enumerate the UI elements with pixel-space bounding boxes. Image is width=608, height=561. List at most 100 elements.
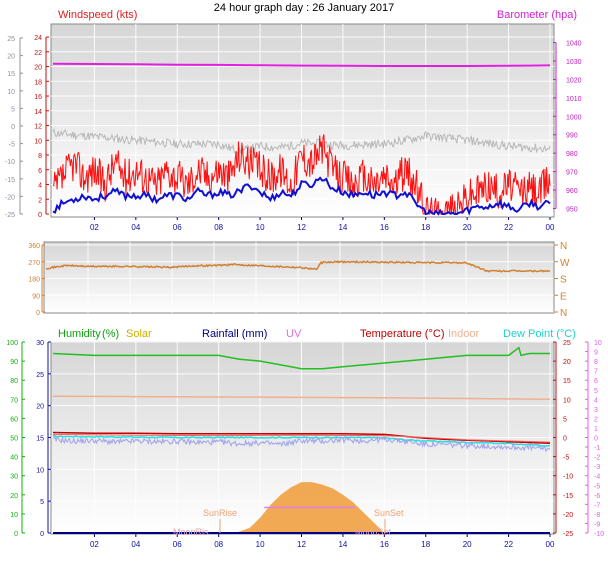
humidity-tick-label: 70 [10, 397, 18, 404]
weather-x-tick-label: 14 [338, 540, 347, 549]
wind-right-tick-label: 950 [566, 206, 578, 213]
uv-tick-label: -2 [594, 455, 600, 462]
temperature-tick-label: -20 [563, 512, 573, 519]
rainfall-tick-label: 5 [40, 499, 44, 506]
legend-dew-point: Dew Point (°C) [503, 328, 576, 340]
wind-outer-tick-label: -15 [5, 177, 15, 184]
uv-tick-label: 3 [594, 407, 598, 414]
weather-x-tick-label: 18 [421, 540, 430, 549]
wind-outer-axis: -25 -20 -15 -10 -5 0 5 10 15 20 25 [5, 36, 23, 219]
rainfall-tick-label: 15 [36, 436, 44, 443]
direction-left-axis: 0 90 180 270 360 [28, 243, 45, 317]
moonset-label: MoonSet [355, 527, 392, 537]
uv-tick-label: -6 [594, 493, 600, 500]
wind-right-axis: 950 960 970 980 990 1000 1010 1020 1030 1040 [553, 41, 582, 213]
rainfall-tick-label: 25 [36, 372, 44, 379]
uv-tick-label: 8 [594, 359, 598, 366]
blue-trace-line [52, 435, 551, 453]
wind-outer-tick-label: -5 [9, 142, 15, 149]
sunset-label: SunSet [374, 508, 404, 518]
uv-tick-label: -8 [594, 512, 600, 519]
wind-outer-tick-label: 20 [7, 54, 15, 61]
wind-right-tick-label: 970 [566, 170, 578, 177]
weather-legend: Humidity (%) Solar Rainfall (mm) UV Temp… [58, 328, 576, 340]
temperature-tick-label: 20 [563, 359, 571, 366]
wind-series [52, 62, 551, 216]
uv-tick-label: -10 [594, 531, 604, 538]
uv-tick-label: 10 [594, 340, 602, 347]
wind-x-tick-label: 18 [421, 223, 430, 232]
wind-left-tick-label: 10 [34, 138, 42, 145]
wind-left-tick-label: 20 [34, 65, 42, 72]
wind-right-tick-label: 960 [566, 188, 578, 195]
uv-tick-label: 7 [594, 369, 598, 376]
weather-x-tick-label: 06 [173, 540, 182, 549]
temperature-tick-label: -25 [563, 531, 573, 538]
wind-x-tick-label: 22 [504, 223, 513, 232]
direction-right-tick-label: N [560, 308, 567, 319]
wind-right-tick-label: 1040 [566, 41, 582, 48]
barometer-line [52, 62, 551, 67]
temperature-tick-label: -15 [563, 493, 573, 500]
wind-right-tick-label: 980 [566, 151, 578, 158]
direction-left-tick-label: 270 [28, 260, 40, 267]
wind-outer-tick-label: 0 [11, 124, 15, 131]
gray-trace-line [52, 127, 551, 157]
temperature-axis: -25 -20 -15 -10 -5 0 5 10 15 20 25 [553, 340, 573, 538]
temperature-line [52, 431, 551, 444]
legend-humidity: Humidity [58, 328, 101, 340]
temperature-tick-label: 15 [563, 378, 571, 385]
legend-humidity-unit: (%) [102, 328, 119, 340]
uv-tick-label: -9 [594, 521, 600, 528]
wind-x-tick-label: 04 [131, 223, 140, 232]
wind-outer-tick-label: 15 [7, 71, 15, 78]
wind-right-tick-label: 990 [566, 133, 578, 140]
direction-left-tick-label: 180 [28, 277, 40, 284]
wind-x-tick-label: 20 [463, 223, 472, 232]
temperature-tick-label: 5 [563, 416, 567, 423]
direction-left-tick-label: 90 [32, 293, 40, 300]
wind-x-tick-label: 08 [214, 223, 223, 232]
wind-left-tick-label: 22 [34, 50, 42, 57]
weather-x-tick-label: 10 [256, 540, 265, 549]
uv-tick-label: -4 [594, 474, 600, 481]
humidity-tick-label: 0 [14, 531, 18, 538]
uv-tick-label: 5 [594, 388, 598, 395]
humidity-tick-label: 90 [10, 359, 18, 366]
humidity-line [52, 346, 550, 370]
wind-outer-tick-label: -20 [5, 194, 15, 201]
rainfall-axis: 0 5 10 15 20 25 30 [36, 340, 51, 538]
direction-right-tick-label: E [560, 291, 567, 302]
direction-grid [44, 242, 554, 313]
dew-point-line [53, 435, 551, 447]
rainfall-tick-label: 10 [36, 467, 44, 474]
wind-left-tick-label: 4 [38, 183, 42, 190]
uv-tick-label: -7 [594, 502, 600, 509]
legend-solar: Solar [126, 328, 152, 340]
temperature-tick-label: 10 [563, 397, 571, 404]
legend-uv: UV [286, 328, 302, 340]
weather-x-axis: 02 04 06 08 10 12 14 16 18 20 22 00 [90, 534, 555, 549]
wind-left-tick-label: 16 [34, 94, 42, 101]
legend-rainfall: Rainfall (mm) [202, 328, 267, 340]
wind-right-tick-label: 1010 [566, 96, 582, 103]
humidity-tick-label: 60 [10, 416, 18, 423]
uv-tick-label: 9 [594, 350, 598, 357]
temperature-tick-label: 25 [563, 340, 571, 347]
wind-left-tick-label: 0 [38, 212, 42, 219]
wind-x-tick-label: 00 [546, 223, 555, 232]
humidity-tick-label: 80 [10, 378, 18, 385]
uv-tick-label: 1 [594, 426, 598, 433]
wind-x-tick-label: 12 [297, 223, 306, 232]
direction-right-tick-label: S [560, 275, 567, 286]
wind-x-tick-label: 16 [380, 223, 389, 232]
direction-plot-area [43, 241, 555, 314]
wind-left-tick-label: 12 [34, 124, 42, 131]
uv-tick-label: -3 [594, 464, 600, 471]
wind-average-line [52, 176, 551, 216]
wind-left-tick-label: 24 [34, 35, 42, 42]
wind-x-tick-label: 10 [256, 223, 265, 232]
wind-outer-tick-label: -10 [5, 159, 15, 166]
rainfall-tick-label: 20 [36, 404, 44, 411]
